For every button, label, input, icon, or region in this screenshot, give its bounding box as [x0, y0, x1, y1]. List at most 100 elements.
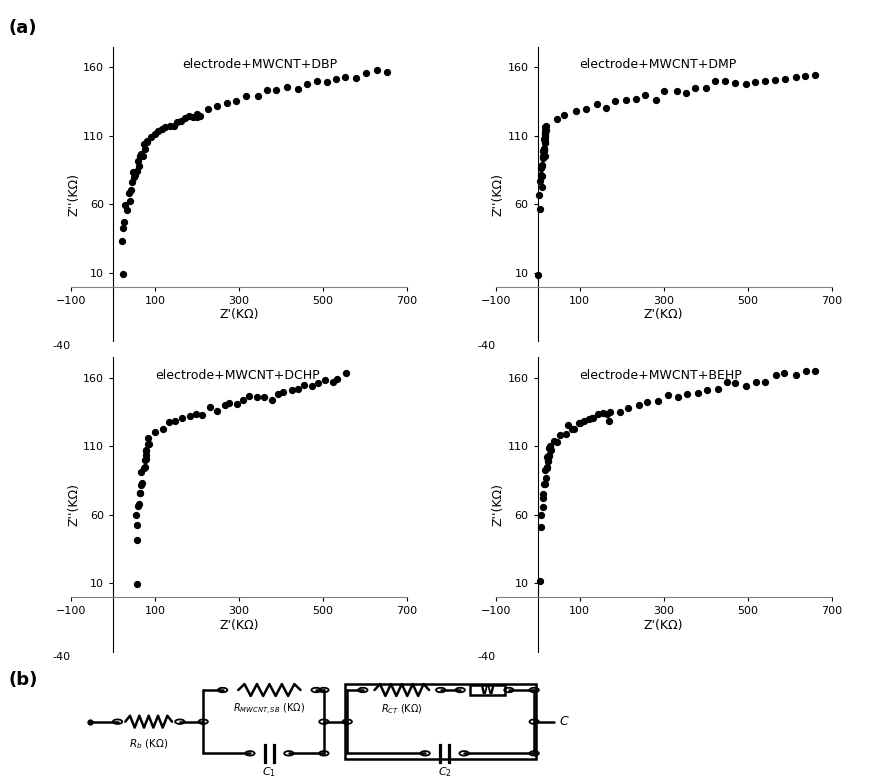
Point	[596, 407, 610, 420]
Point	[137, 137, 151, 150]
Point	[242, 390, 256, 403]
Point	[533, 575, 547, 587]
Point	[758, 74, 772, 87]
Point	[174, 115, 189, 127]
Point	[538, 137, 552, 149]
Point	[537, 143, 551, 155]
Point	[196, 409, 210, 421]
Point	[190, 108, 204, 120]
Point	[536, 152, 550, 165]
Point	[535, 488, 550, 501]
Point	[123, 194, 137, 206]
Point	[126, 165, 140, 178]
Text: (a): (a)	[9, 19, 37, 37]
Point	[181, 110, 196, 123]
Point	[211, 404, 225, 417]
Bar	[470, 685, 505, 695]
Point	[148, 425, 162, 438]
Point	[541, 455, 555, 467]
Point	[758, 376, 773, 388]
Point	[183, 410, 197, 422]
Text: $R_{MWCNT,SB}$ (K$\Omega$): $R_{MWCNT,SB}$ (K$\Omega$)	[234, 702, 305, 717]
Point	[640, 397, 654, 409]
Point	[620, 402, 635, 414]
Point	[304, 379, 319, 392]
Point	[330, 373, 344, 386]
Point	[672, 390, 686, 403]
Point	[134, 147, 148, 160]
Point	[129, 165, 143, 178]
Text: $C_2$: $C_2$	[438, 765, 451, 776]
Point	[658, 85, 672, 98]
Point	[559, 428, 573, 440]
Point	[269, 83, 283, 95]
X-axis label: Z'(KΩ): Z'(KΩ)	[644, 618, 683, 632]
Point	[808, 365, 822, 377]
Point	[155, 123, 169, 135]
Point	[137, 143, 151, 155]
Point	[539, 472, 553, 484]
Point	[547, 435, 561, 447]
Point	[537, 478, 551, 490]
Point	[538, 127, 552, 140]
Point	[380, 65, 394, 78]
Point	[535, 181, 549, 193]
Point	[600, 408, 614, 421]
Point	[538, 132, 552, 144]
Y-axis label: Z''(KΩ): Z''(KΩ)	[67, 172, 80, 216]
Point	[542, 449, 556, 461]
Point	[133, 487, 147, 500]
Point	[116, 268, 130, 280]
Point	[259, 84, 273, 96]
Point	[338, 71, 352, 83]
Point	[680, 87, 694, 99]
Point	[535, 521, 549, 534]
Point	[124, 183, 138, 196]
X-axis label: Z'(KΩ): Z'(KΩ)	[219, 308, 258, 321]
Y-axis label: Z''(KΩ): Z''(KΩ)	[492, 483, 504, 526]
Point	[552, 429, 566, 442]
Point	[138, 454, 152, 466]
Point	[573, 416, 587, 428]
Point	[130, 519, 144, 532]
Point	[612, 406, 627, 418]
Point	[585, 411, 599, 424]
Point	[750, 376, 764, 388]
Text: W: W	[480, 683, 495, 697]
Point	[789, 71, 803, 84]
Point	[130, 534, 144, 546]
Point	[619, 94, 633, 106]
Point	[638, 88, 652, 101]
Point	[291, 82, 305, 95]
Point	[318, 374, 332, 386]
Point	[157, 423, 171, 435]
Point	[599, 102, 613, 115]
Point	[739, 78, 753, 90]
Point	[543, 440, 558, 452]
Point	[229, 95, 243, 107]
Text: C: C	[559, 715, 568, 728]
Point	[589, 98, 604, 110]
Point	[142, 438, 156, 450]
Point	[135, 479, 149, 491]
Point	[541, 455, 555, 467]
Point	[140, 135, 154, 147]
Point	[537, 149, 551, 161]
Point	[312, 377, 326, 390]
Point	[534, 508, 548, 521]
Point	[538, 464, 552, 476]
Point	[542, 449, 556, 462]
Point	[137, 461, 151, 473]
Point	[543, 444, 558, 456]
Point	[139, 444, 153, 456]
Text: electrode+MWCNT+BEHP: electrode+MWCNT+BEHP	[580, 369, 743, 382]
Point	[135, 477, 149, 490]
Point	[720, 376, 735, 388]
Point	[808, 69, 822, 81]
Point	[537, 133, 551, 145]
Point	[138, 449, 152, 461]
Point	[236, 394, 250, 407]
Point	[150, 125, 165, 137]
Point	[329, 73, 343, 85]
Point	[768, 74, 782, 86]
